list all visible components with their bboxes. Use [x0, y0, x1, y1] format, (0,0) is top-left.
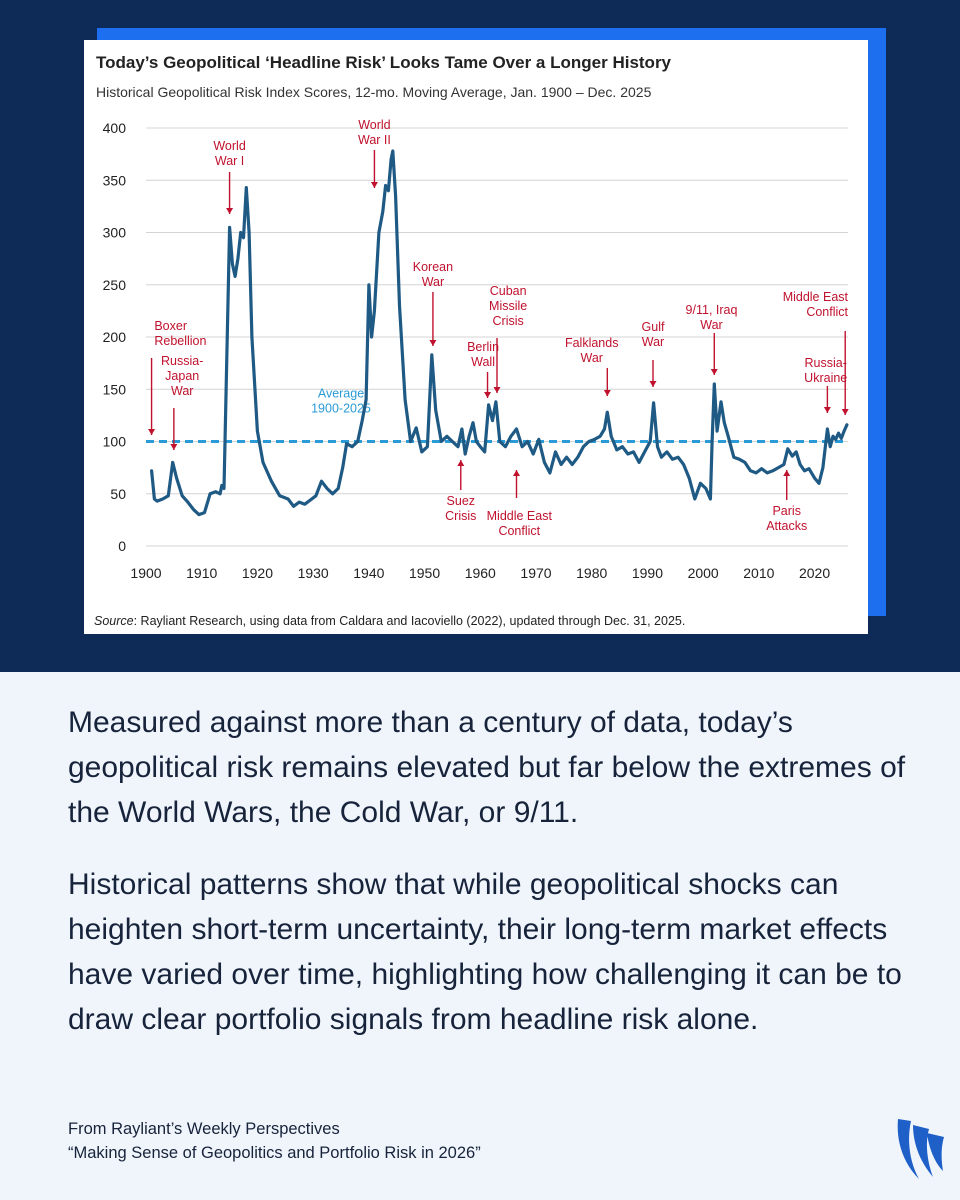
- rayliant-logo-icon: [897, 1119, 944, 1179]
- source-label: Source: [94, 614, 134, 628]
- annotation-arrowhead: [603, 390, 611, 396]
- annotation-label: Boxer Rebellion: [154, 319, 206, 348]
- x-tick-label: 1960: [465, 565, 496, 581]
- annotation-arrowhead: [429, 340, 437, 346]
- annotation: Berlin Wall: [467, 340, 499, 398]
- annotation-arrowhead: [148, 429, 156, 435]
- annotation-label: Suez Crisis: [445, 494, 476, 523]
- y-tick-label: 250: [103, 277, 127, 293]
- y-tick-label: 350: [103, 172, 127, 188]
- annotation-arrowhead: [710, 369, 718, 375]
- x-tick-label: 2010: [743, 565, 774, 581]
- chart-title: Today’s Geopolitical ‘Headline Risk’ Loo…: [96, 53, 672, 72]
- annotation-arrowhead: [170, 444, 178, 450]
- annotation-label: Paris Attacks: [766, 504, 807, 533]
- x-tick-label: 1990: [632, 565, 663, 581]
- annotation-label: World War I: [213, 139, 245, 168]
- annotation: Boxer Rebellion: [148, 319, 207, 435]
- x-tick-label: 1970: [520, 565, 551, 581]
- annotation-label: World War II: [358, 118, 391, 147]
- annotation-label: Korean War: [413, 260, 453, 289]
- annotation: Falklands War: [565, 336, 619, 396]
- annotation-label: Gulf War: [642, 320, 665, 349]
- x-tick-label: 1930: [298, 565, 329, 581]
- annotation-arrowhead: [783, 470, 791, 476]
- chart-source: Source: Rayliant Research, using data fr…: [94, 614, 685, 628]
- y-tick-label: 0: [118, 538, 126, 554]
- annotation-arrowhead: [493, 387, 501, 393]
- x-tick-label: 1910: [186, 565, 217, 581]
- annotation: 9/11, Iraq War: [686, 303, 738, 375]
- y-tick-label: 100: [103, 434, 127, 450]
- x-tick-label: 1940: [353, 565, 384, 581]
- x-tick-label: 2000: [688, 565, 719, 581]
- annotations: Boxer Rebellion Russia-Japan War World War I W…: [148, 118, 849, 538]
- annotation-arrowhead: [513, 470, 520, 476]
- annotation-label: Russia-Japan War: [161, 354, 203, 398]
- annotation-arrowhead: [823, 407, 831, 413]
- annotation: World War II: [358, 118, 391, 188]
- annotation: Russia-Ukraine: [804, 356, 847, 413]
- x-tick-label: 1980: [576, 565, 607, 581]
- annotation: Russia-Japan War: [161, 354, 203, 450]
- series-line: [150, 149, 849, 517]
- annotation-arrowhead: [841, 409, 849, 415]
- x-tick-label: 1900: [130, 565, 161, 581]
- annotation: Middle East Conflict: [487, 470, 553, 538]
- annotation: Cuban Missile Crisis: [489, 284, 527, 393]
- annotation-label: 9/11, Iraq War: [686, 303, 738, 332]
- annotation-label: Russia-Ukraine: [804, 356, 847, 385]
- annotation-label: Middle East Conflict: [487, 509, 553, 538]
- y-tick-label: 200: [103, 329, 127, 345]
- footer-article-title: “Making Sense of Geopolitics and Portfol…: [68, 1144, 481, 1162]
- y-tick-label: 300: [103, 225, 127, 241]
- body-paragraph-2: Historical patterns show that while geop…: [68, 868, 902, 1036]
- annotation-label: Middle East Conflict: [783, 290, 849, 319]
- annotation-label: Cuban Missile Crisis: [489, 284, 527, 328]
- y-tick-label: 50: [110, 486, 126, 502]
- chart-subtitle: Historical Geopolitical Risk Index Score…: [96, 84, 652, 100]
- x-tick-label: 1920: [242, 565, 273, 581]
- annotation-arrowhead: [457, 460, 465, 466]
- y-tick-label: 150: [103, 381, 127, 397]
- average-label: Average 1900-2025: [311, 387, 371, 416]
- annotation-arrowhead: [649, 381, 657, 387]
- x-tick-label: 1950: [409, 565, 440, 581]
- annotation-label: Falklands War: [565, 336, 619, 365]
- annotation: Suez Crisis: [445, 460, 476, 523]
- chart: Today’s Geopolitical ‘Headline Risk’ Loo…: [94, 53, 849, 628]
- x-tick-label: 2020: [799, 565, 830, 581]
- body-paragraph-1: Measured against more than a century of …: [68, 706, 906, 829]
- annotation-arrowhead: [370, 182, 378, 188]
- annotation: Paris Attacks: [766, 470, 807, 533]
- x-axis-ticks: 1900 1910 1920 1930 1940 1950 1960 1970 1980 1990…: [130, 565, 830, 581]
- annotation-arrowhead: [226, 208, 234, 214]
- y-tick-label: 400: [103, 120, 127, 136]
- annotation-arrowhead: [484, 392, 492, 398]
- footer-attribution: From Rayliant’s Weekly Perspectives: [68, 1120, 340, 1138]
- annotation: Middle East Conflict: [783, 290, 849, 415]
- annotation: Gulf War: [642, 320, 665, 387]
- chart-card: Today’s Geopolitical ‘Headline Risk’ Loo…: [84, 40, 868, 634]
- series-group: [150, 149, 849, 517]
- y-axis-ticks: 0 50 100 150 200 250 300 350 400: [103, 120, 127, 554]
- annotation-label: Berlin Wall: [467, 340, 499, 369]
- annotation: Korean War: [413, 260, 453, 346]
- source-text: : Rayliant Research, using data from Cal…: [134, 614, 686, 628]
- annotation: World War I: [213, 139, 246, 214]
